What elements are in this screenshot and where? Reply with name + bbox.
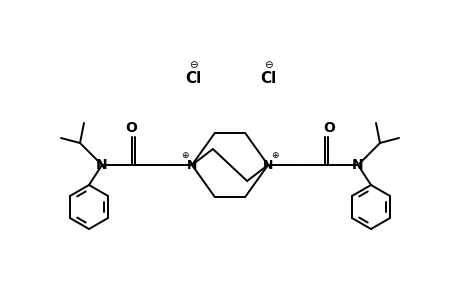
Text: Cl: Cl [259,70,275,86]
Text: N: N [352,158,363,172]
Text: ⊕: ⊕ [271,151,278,160]
Text: N: N [96,158,107,172]
Text: O: O [125,121,137,135]
Text: N: N [186,158,197,172]
Text: ⊕: ⊕ [181,151,188,160]
Text: ⊖: ⊖ [263,60,272,70]
Text: N: N [262,158,273,172]
Text: Cl: Cl [185,70,201,86]
Text: O: O [322,121,334,135]
Text: ⊖: ⊖ [188,60,197,70]
